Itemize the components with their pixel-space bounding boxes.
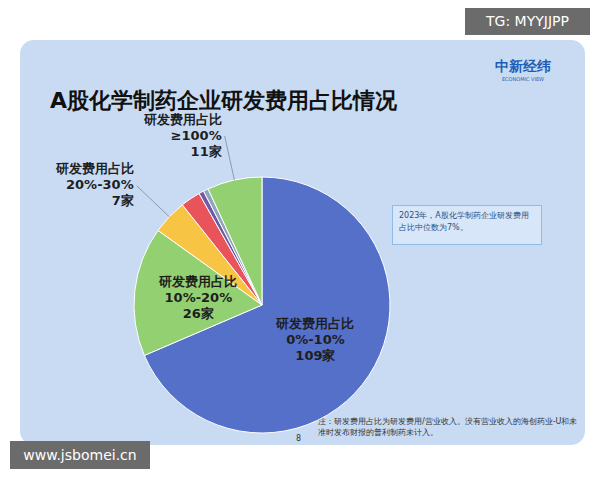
html-text:中新经纬: 中新经纬 bbox=[495, 58, 551, 74]
svg-text:研发费用占比10%-20%26家: 研发费用占比10%-20%26家 bbox=[158, 274, 237, 321]
svg-text:研发费用占比≥100%11家: 研发费用占比≥100%11家 bbox=[143, 112, 222, 159]
html-text:ECONOMIC VIEW: ECONOMIC VIEW bbox=[501, 76, 545, 82]
html-text:注：研发费用占比为研发费用/营业收入。没有营业收入的海创药业: 注：研发费用占比为研发费用/营业收入。没有营业收入的海创药业-U和未准时发布财报… bbox=[318, 417, 578, 437]
html-text:2023年，A股化学制药企业研发费用占比中位数为7%。: 2023年，A股化学制药企业研发费用占比中位数为7%。 bbox=[399, 211, 529, 232]
svg-text:研发费用占比20%-30%7家: 研发费用占比20%-30%7家 bbox=[55, 161, 134, 208]
svg-text:研发费用占比0%-10%109家: 研发费用占比0%-10%109家 bbox=[275, 316, 354, 363]
html-text:8: 8 bbox=[296, 434, 302, 443]
html-text:A股化学制药企业研发费用占比情况: A股化学制药企业研发费用占比情况 bbox=[50, 88, 397, 113]
html-text:www.jsbomei.cn: www.jsbomei.cn bbox=[23, 447, 137, 463]
html-text:TG: MYYJJPP: TG: MYYJJPP bbox=[486, 13, 569, 29]
